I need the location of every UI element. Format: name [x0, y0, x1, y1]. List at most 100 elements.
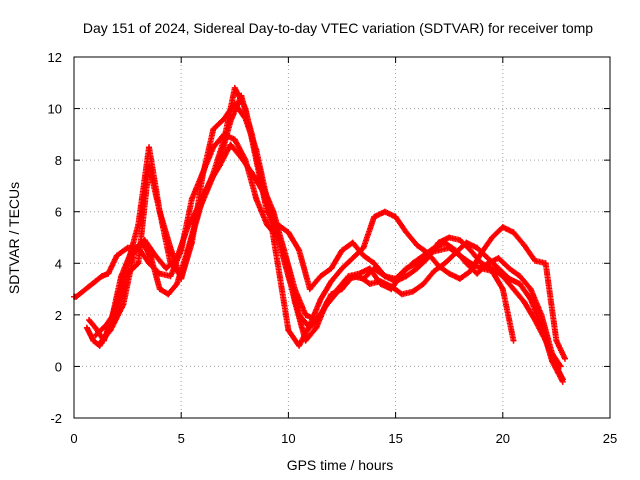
data-point — [409, 260, 416, 267]
data-point — [291, 286, 298, 293]
data-point — [371, 260, 378, 267]
data-point — [495, 265, 502, 272]
data-point — [118, 273, 125, 280]
series-track-c — [86, 92, 564, 370]
data-point — [478, 260, 485, 267]
x-axis-label: GPS time / hours — [287, 457, 394, 473]
data-point — [414, 242, 421, 249]
data-point — [424, 249, 431, 256]
data-point — [484, 255, 491, 262]
data-point — [441, 260, 448, 267]
data-point — [499, 224, 506, 231]
data-point — [313, 324, 320, 331]
data-point — [184, 224, 191, 231]
data-point — [238, 92, 245, 99]
x-tick-label: 25 — [603, 431, 617, 446]
data-point — [152, 252, 159, 259]
data-point — [120, 301, 127, 308]
data-point — [156, 208, 163, 215]
data-point — [549, 358, 556, 365]
data-point — [388, 283, 395, 290]
data-point — [467, 247, 474, 254]
data-point — [141, 237, 148, 244]
y-tick-label: -2 — [50, 411, 62, 426]
data-point — [253, 146, 260, 153]
data-point — [381, 208, 388, 215]
data-point — [248, 170, 255, 177]
data-point — [392, 213, 399, 220]
data-point — [456, 237, 463, 244]
data-point — [349, 255, 356, 262]
data-point — [474, 244, 481, 251]
data-point — [371, 213, 378, 220]
data-point — [291, 298, 298, 305]
y-axis-label: SDTVAR / TECUs — [6, 182, 22, 294]
data-point — [441, 239, 448, 246]
data-point — [345, 275, 352, 282]
data-point — [538, 322, 545, 329]
data-point — [188, 195, 195, 202]
data-point — [313, 317, 320, 324]
data-point — [516, 280, 523, 287]
data-point — [377, 278, 384, 285]
data-point — [527, 296, 534, 303]
y-tick-label: 8 — [55, 153, 62, 168]
data-point — [366, 265, 373, 272]
data-point — [188, 239, 195, 246]
data-point — [349, 239, 356, 246]
data-point — [103, 322, 110, 329]
data-point — [231, 100, 238, 107]
data-point — [366, 280, 373, 287]
data-point — [456, 275, 463, 282]
data-point — [165, 291, 172, 298]
data-point — [557, 363, 564, 370]
data-point — [328, 278, 335, 285]
data-point — [296, 247, 303, 254]
data-point — [146, 144, 153, 151]
data-points — [71, 84, 568, 385]
data-point — [259, 188, 266, 195]
chart-title: Day 151 of 2024, Sidereal Day-to-day VTE… — [83, 20, 593, 36]
data-point — [516, 273, 523, 280]
data-point — [167, 273, 174, 280]
data-point — [561, 355, 568, 362]
data-point — [227, 141, 234, 148]
data-point — [463, 239, 470, 246]
data-point — [107, 327, 114, 334]
data-point — [510, 337, 517, 344]
data-point — [274, 260, 281, 267]
data-point — [403, 229, 410, 236]
data-point — [96, 340, 103, 347]
data-point — [231, 84, 238, 91]
y-tick-label: 10 — [48, 102, 62, 117]
data-point — [317, 273, 324, 280]
y-tick-label: 4 — [55, 256, 62, 271]
data-point — [156, 286, 163, 293]
data-point — [242, 115, 249, 122]
y-tick-label: 0 — [55, 359, 62, 374]
data-point — [431, 268, 438, 275]
data-point — [431, 244, 438, 251]
data-point — [302, 311, 309, 318]
data-point — [506, 265, 513, 272]
data-point — [281, 247, 288, 254]
data-point — [231, 136, 238, 143]
x-tick-label: 20 — [496, 431, 510, 446]
data-point — [452, 249, 459, 256]
data-point — [131, 249, 138, 256]
data-point — [409, 288, 416, 295]
data-point — [216, 162, 223, 169]
data-point — [328, 265, 335, 272]
data-point — [521, 242, 528, 249]
data-point — [156, 270, 163, 277]
data-point — [296, 342, 303, 349]
data-point — [195, 203, 202, 210]
data-point — [92, 278, 99, 285]
data-point — [238, 154, 245, 161]
data-point — [399, 291, 406, 298]
data-point — [285, 229, 292, 236]
data-point — [227, 118, 234, 125]
data-point — [474, 270, 481, 277]
data-point — [210, 126, 217, 133]
data-point — [339, 265, 345, 272]
